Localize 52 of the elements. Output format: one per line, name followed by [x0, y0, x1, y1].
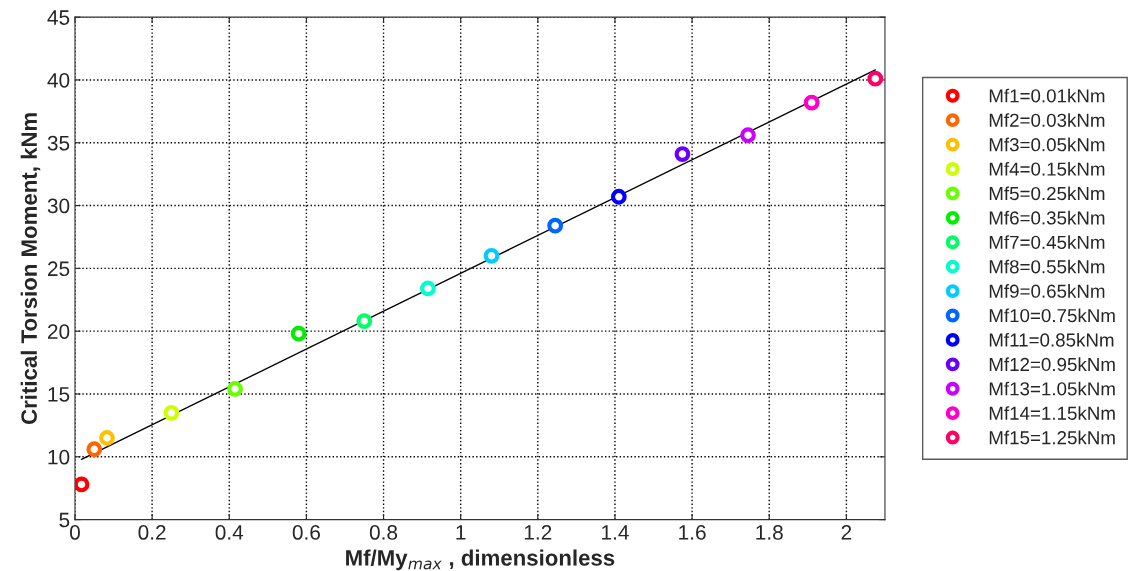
y-tick-label: 40 [47, 72, 70, 88]
point [163, 404, 180, 421]
y-tick-label: 45 [47, 10, 70, 25]
legend-label: Mf14=1.15kNm [989, 406, 1115, 420]
x-tick-label: 0.2 [138, 525, 166, 540]
y-tick-label: 20 [47, 324, 70, 339]
point [74, 476, 90, 493]
y-tick-label: 25 [47, 261, 70, 277]
point [867, 70, 884, 87]
point [740, 127, 756, 144]
x-tick-label: 0.6 [292, 525, 320, 540]
y-tick-label: 15 [48, 387, 70, 402]
x-tick-label: 0.8 [369, 525, 398, 540]
legend-label: Mf13=1.05kNm [989, 381, 1115, 396]
point [803, 94, 820, 111]
point [419, 280, 436, 297]
point [610, 188, 627, 205]
point [356, 313, 373, 330]
legend-label: Mf15=1.25kNm [989, 430, 1115, 445]
x-tick-label: 1.2 [524, 525, 552, 540]
y-tick-label: 5 [59, 512, 70, 528]
x-tick-label: 2 [841, 525, 852, 540]
point [227, 381, 243, 397]
x-tick-label: 1.6 [679, 525, 706, 540]
point [483, 247, 500, 264]
legend-label: Mf8=0.55kNm [989, 259, 1105, 274]
x-axis-title: Mf/My$_{max}$ , dimensionless [346, 549, 615, 571]
legend-label: Mf7=0.45kNm [989, 235, 1105, 249]
x-tick-label: 1.8 [756, 525, 783, 540]
y-axis-title: Critical Torsion Moment, kNm [20, 113, 41, 425]
point [547, 217, 564, 234]
y-tick-label: 30 [47, 198, 70, 214]
point [86, 441, 103, 458]
legend-label: Mf4=0.15kNm [989, 161, 1105, 176]
legend-label: Mf5=0.25kNm [989, 186, 1105, 201]
point [99, 430, 115, 446]
x-tick-label: 1 [456, 525, 466, 540]
legend-label: Mf3=0.05kNm [989, 137, 1105, 152]
legend-label: Mf9=0.65kNm [989, 284, 1105, 298]
x-tick-label: 0.4 [215, 525, 244, 540]
x-tick-label: 0 [70, 525, 80, 540]
point [674, 146, 691, 162]
legend-label: Mf10=0.75kNm [989, 308, 1115, 323]
point [290, 325, 307, 342]
legend-label: Mf6=0.35kNm [989, 210, 1105, 225]
y-tick-label: 10 [48, 449, 70, 465]
y-tick-label: 35 [47, 135, 70, 151]
legend-label: Mf12=0.95kNm [989, 357, 1115, 372]
legend-label: Mf2=0.03kNm [989, 113, 1105, 127]
x-tick-label: 1.4 [602, 525, 629, 540]
legend-label: Mf1=0.01kNm [989, 88, 1105, 103]
legend-label: Mf11=0.85kNm [989, 332, 1114, 347]
